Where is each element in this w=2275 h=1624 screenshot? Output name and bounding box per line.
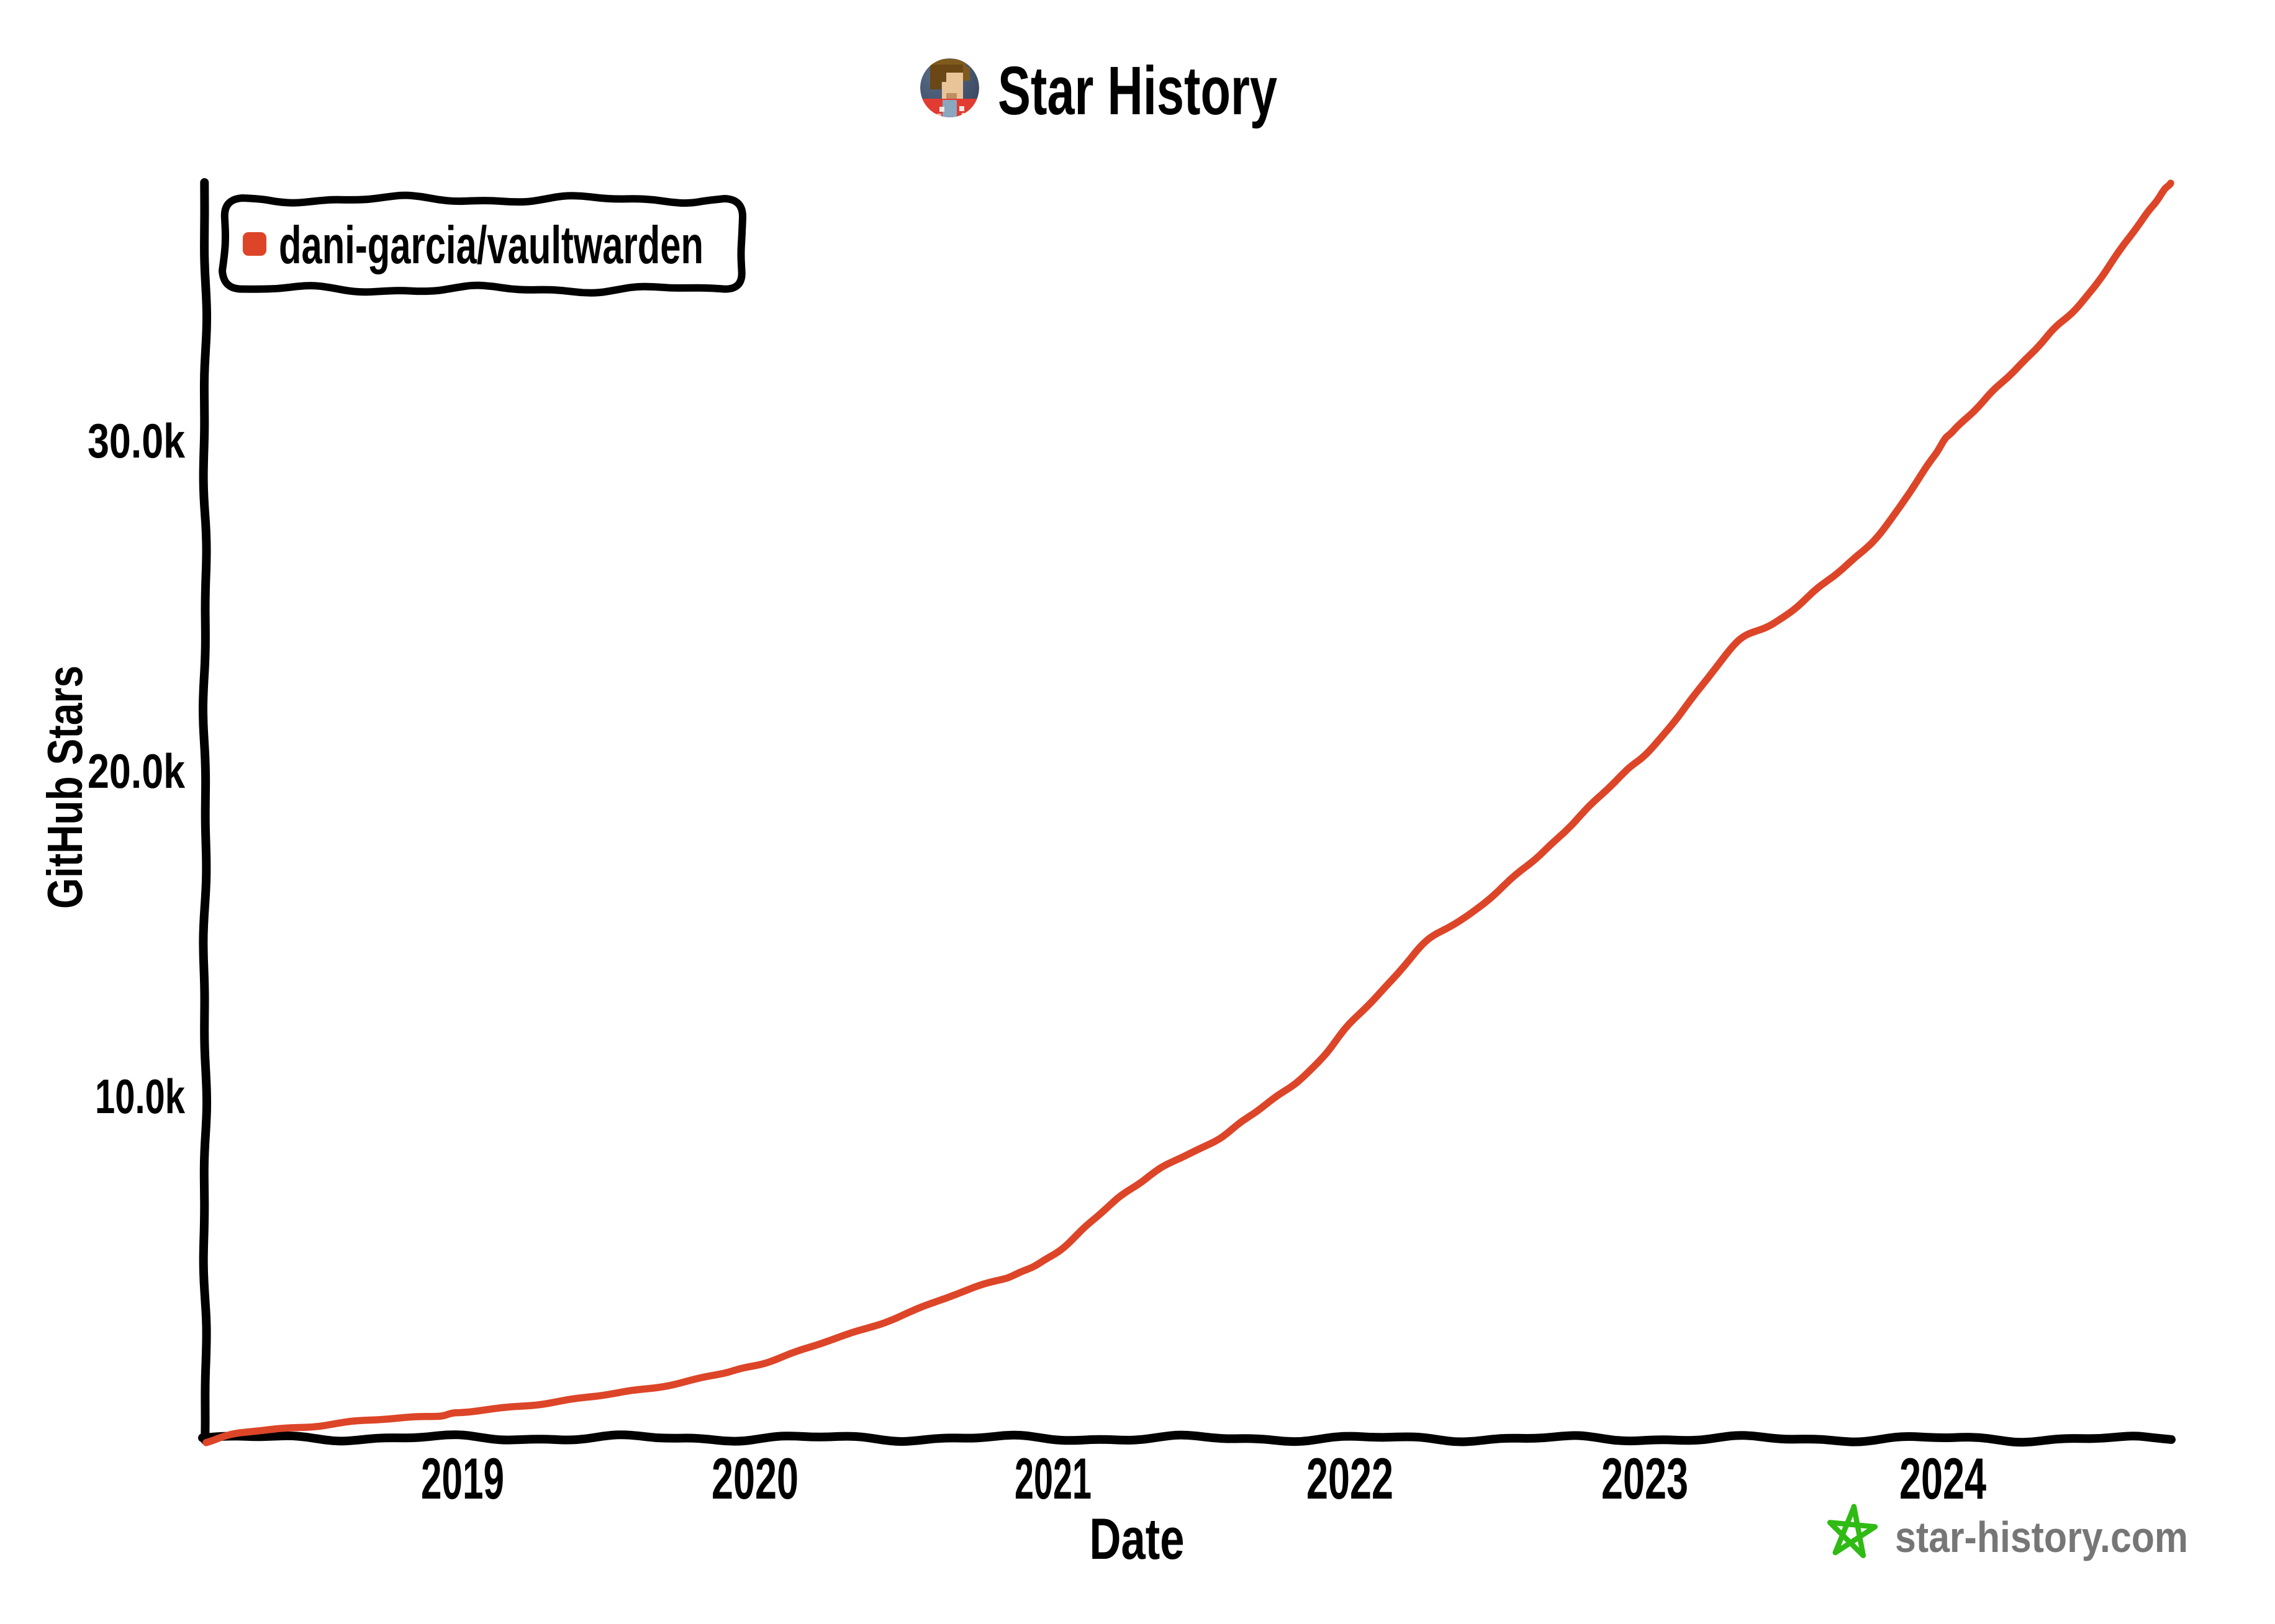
- svg-text:20.0k: 20.0k: [88, 744, 185, 798]
- svg-text:2021: 2021: [1015, 1446, 1092, 1511]
- svg-text:2020: 2020: [712, 1446, 798, 1511]
- svg-text:GitHub Stars: GitHub Stars: [37, 665, 93, 909]
- svg-text:dani-garcia/vaultwarden: dani-garcia/vaultwarden: [279, 216, 703, 275]
- svg-text:30.0k: 30.0k: [88, 413, 185, 468]
- svg-text:2019: 2019: [421, 1446, 504, 1511]
- svg-text:Date: Date: [1090, 1506, 1185, 1571]
- svg-text:2022: 2022: [1306, 1446, 1393, 1511]
- svg-text:2023: 2023: [1601, 1446, 1688, 1511]
- svg-text:star-history.com: star-history.com: [1895, 1513, 2188, 1561]
- svg-text:10.0k: 10.0k: [95, 1069, 185, 1124]
- svg-text:2024: 2024: [1899, 1446, 1986, 1511]
- svg-text:Star History: Star History: [998, 53, 1277, 129]
